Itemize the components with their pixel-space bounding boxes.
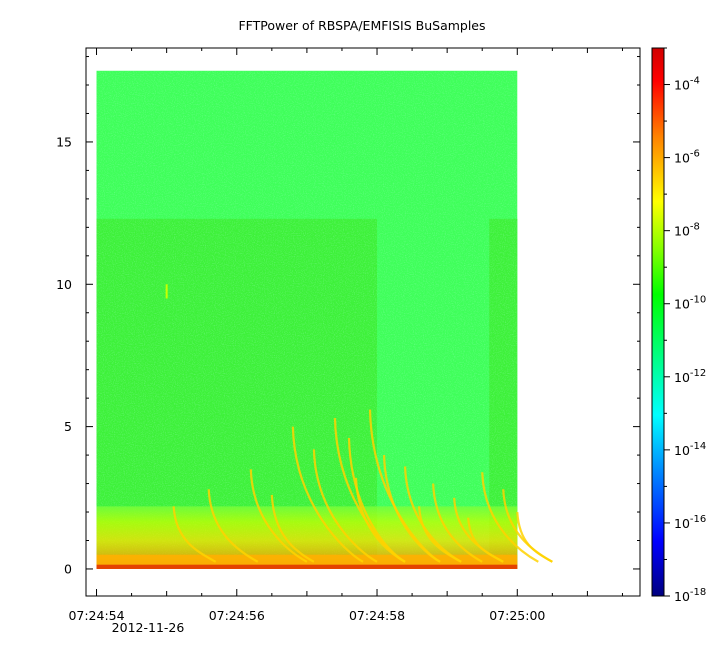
x-axis: 07:24:54 07:24:56 07:24:58 07:25:00 xyxy=(68,48,623,623)
colorbar-tick-label: 10-18 xyxy=(674,587,706,604)
colorbar-tick-exponent: -12 xyxy=(690,368,706,379)
whistler-streak xyxy=(516,511,553,563)
colorbar-axis: 10-4 10-6 10-8 10-10 10-12 10-14 10-16 10-18 xyxy=(664,47,706,604)
colorbar-tick-exponent: -18 xyxy=(690,587,706,598)
colorbar-tick-label: 10-12 xyxy=(674,368,706,385)
whistler-streak xyxy=(481,472,539,563)
spectrogram-whistlers xyxy=(165,284,553,563)
x-date-label: 2012-11-26 xyxy=(112,620,185,635)
colorbar-tick-label: 10-4 xyxy=(674,76,700,93)
colorbar-tick-label: 10-16 xyxy=(674,514,706,531)
colorbar xyxy=(651,47,665,597)
whistler-streak xyxy=(418,506,462,563)
y-axis: 0 5 10 15 xyxy=(56,56,640,576)
spectrogram-noise xyxy=(96,70,518,569)
y-tick-label: 10 xyxy=(56,277,72,292)
colorbar-tick-exponent: -6 xyxy=(690,149,700,160)
whistler-streak xyxy=(432,483,483,563)
spectrogram-floor-band xyxy=(96,564,518,569)
whistler-streak xyxy=(249,469,308,563)
whistler-streak xyxy=(291,426,364,563)
colorbar-tick-exponent: -10 xyxy=(690,295,706,306)
y-tick-label: 0 xyxy=(64,561,72,576)
x-tick-label: 07:24:56 xyxy=(209,608,265,623)
colorbar-tick-exponent: -8 xyxy=(690,222,700,233)
colorbar-tick-label: 10-6 xyxy=(674,149,700,166)
x-tick-label: 07:24:58 xyxy=(349,608,405,623)
colorbar-tick-exponent: -16 xyxy=(690,514,706,525)
colorbar-tick-label: 10-10 xyxy=(674,295,706,312)
x-tick-label: 07:25:00 xyxy=(489,608,545,623)
y-tick-label: 15 xyxy=(56,134,72,149)
whistler-streak xyxy=(382,455,441,563)
whistler-streak xyxy=(467,517,504,563)
whistler-streak xyxy=(270,494,315,563)
colorbar-tick-exponent: -14 xyxy=(690,441,706,452)
colorbar-tick-label: 10-14 xyxy=(674,441,706,458)
spectrogram-image xyxy=(96,70,553,569)
x-tick-label: 07:24:54 xyxy=(68,608,124,623)
whistler-streak xyxy=(354,477,406,563)
colorbar-tick-label: 10-8 xyxy=(674,222,700,239)
y-tick-label: 5 xyxy=(64,419,72,434)
whistler-streak xyxy=(312,449,378,563)
whistler-streak xyxy=(172,506,217,563)
colorbar-tick-exponent: -4 xyxy=(690,76,700,87)
chart-title: FFTPower of RBSPA/EMFISIS BuSamples xyxy=(238,18,485,33)
whistler-streak xyxy=(207,489,259,563)
